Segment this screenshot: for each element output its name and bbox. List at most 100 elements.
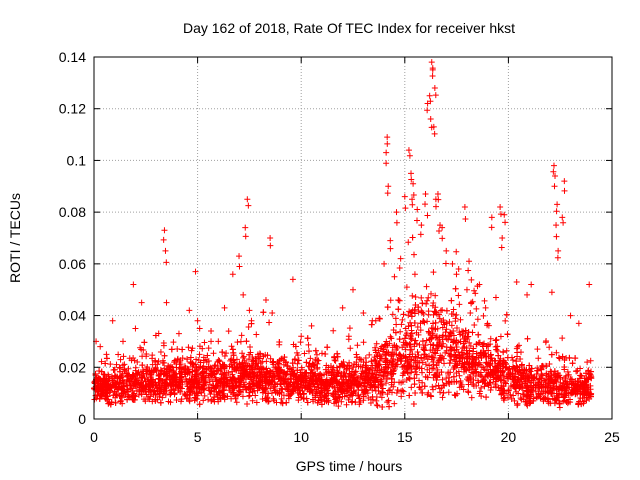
data-point (200, 357, 207, 364)
data-point (143, 350, 150, 357)
data-point (383, 352, 390, 359)
data-point (448, 353, 455, 360)
data-point (294, 380, 301, 387)
data-point (395, 306, 402, 313)
data-point (285, 381, 292, 388)
data-point (119, 390, 126, 397)
data-point (480, 312, 487, 319)
data-point (430, 342, 437, 349)
data-point (425, 308, 432, 315)
data-point (502, 317, 509, 324)
data-point-outlier (97, 343, 104, 350)
data-point (464, 360, 471, 367)
data-point (132, 364, 139, 371)
data-point (527, 368, 534, 375)
data-point-outlier (554, 201, 561, 208)
data-point (96, 395, 103, 402)
y-tick-label: 0 (78, 411, 86, 427)
data-point (416, 341, 423, 348)
data-point (102, 360, 109, 367)
data-point (152, 332, 159, 339)
data-point (123, 376, 130, 383)
data-point (365, 395, 372, 402)
data-point (215, 398, 222, 405)
data-point (429, 354, 436, 361)
data-point (553, 385, 560, 392)
data-point (243, 360, 250, 367)
data-point (379, 389, 386, 396)
data-point-outlier (308, 322, 315, 329)
data-point (416, 359, 423, 366)
data-point-outlier (553, 208, 560, 215)
data-point (492, 357, 499, 364)
data-point (170, 339, 177, 346)
data-point (338, 398, 345, 405)
data-point (500, 395, 507, 402)
data-point (494, 348, 501, 355)
data-point (380, 366, 387, 373)
x-tick-label: 20 (501, 429, 517, 445)
data-point (153, 367, 160, 374)
data-point (226, 383, 233, 390)
data-point (440, 319, 447, 326)
data-point-outlier (240, 291, 247, 298)
data-point (398, 393, 405, 400)
data-point (242, 383, 249, 390)
y-tick-label: 0.02 (59, 359, 86, 375)
data-point (492, 378, 499, 385)
data-point (405, 323, 412, 330)
data-point (193, 373, 200, 380)
data-point (318, 387, 325, 394)
data-point (265, 398, 272, 405)
data-point (220, 387, 227, 394)
data-point (322, 350, 329, 357)
data-point (281, 369, 288, 376)
data-point (446, 360, 453, 367)
data-point (335, 393, 342, 400)
y-tick-label: 0.1 (67, 152, 87, 168)
data-point-outlier (414, 217, 421, 224)
data-point-outlier (186, 307, 193, 314)
data-point (303, 395, 310, 402)
data-point (111, 372, 118, 379)
data-point-outlier (550, 162, 557, 169)
data-point (302, 383, 309, 390)
data-point (196, 343, 203, 350)
data-point (399, 364, 406, 371)
data-point (391, 400, 398, 407)
data-point (475, 379, 482, 386)
y-tick-label: 0.14 (59, 49, 86, 65)
data-point (471, 287, 478, 294)
data-point (499, 369, 506, 376)
data-point (351, 360, 358, 367)
data-point (240, 353, 247, 360)
data-point (188, 378, 195, 385)
data-point-outlier (560, 219, 567, 226)
data-point (524, 374, 531, 381)
data-point (388, 335, 395, 342)
data-point (528, 386, 535, 393)
data-point (115, 351, 122, 358)
data-point-outlier (442, 260, 449, 267)
data-point (487, 351, 494, 358)
data-point (95, 380, 102, 387)
data-point (517, 355, 524, 362)
data-point (360, 359, 367, 366)
data-point-outlier (422, 191, 429, 198)
data-point-outlier (385, 183, 392, 190)
data-point (295, 397, 302, 404)
data-point (459, 345, 466, 352)
data-point (313, 351, 320, 358)
data-point (249, 370, 256, 377)
data-point (545, 376, 552, 383)
data-point (271, 387, 278, 394)
data-point (564, 368, 571, 375)
data-point-outlier (245, 202, 252, 209)
data-point (490, 368, 497, 375)
data-point (476, 388, 483, 395)
data-point (162, 379, 169, 386)
data-point (408, 356, 415, 363)
data-point (483, 394, 490, 401)
data-point (166, 376, 173, 383)
data-point (373, 371, 380, 378)
